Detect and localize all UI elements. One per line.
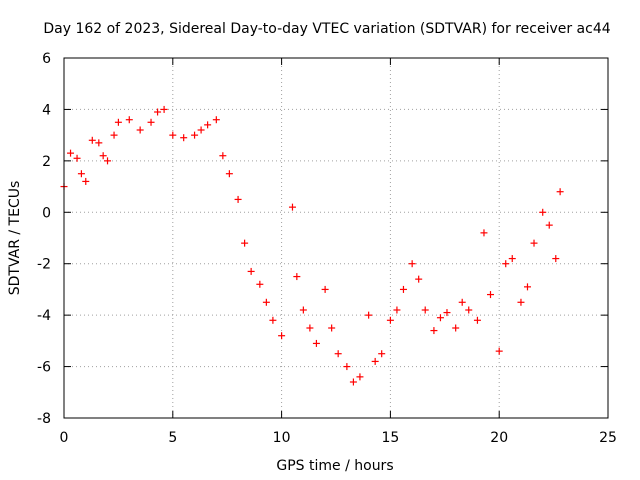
data-point (299, 306, 307, 314)
data-point (443, 309, 451, 317)
data-point (160, 105, 168, 113)
data-point (452, 324, 460, 332)
data-point (552, 255, 560, 263)
data-point (508, 255, 516, 263)
data-point (486, 291, 494, 299)
data-point (430, 327, 438, 335)
data-series-sdtvar (60, 105, 564, 386)
data-point (67, 149, 75, 157)
x-tick-label: 20 (490, 430, 508, 446)
data-point (306, 324, 314, 332)
data-point (82, 177, 90, 185)
data-point (154, 108, 162, 116)
y-tick-label: 0 (42, 205, 51, 221)
data-point (517, 298, 525, 306)
data-point (371, 357, 379, 365)
data-point (191, 131, 199, 139)
data-point (77, 170, 85, 178)
y-tick-label: 4 (42, 102, 51, 118)
data-point (328, 324, 336, 332)
data-point (204, 121, 212, 129)
axis-ticks (63, 57, 609, 419)
y-tick-label: 2 (42, 154, 51, 170)
data-point (88, 136, 96, 144)
y-axis-label: SDTVAR / TECUs (7, 181, 23, 296)
data-point (458, 298, 466, 306)
data-point (247, 267, 255, 275)
data-point (393, 306, 401, 314)
data-point (386, 316, 394, 324)
data-point (293, 273, 301, 281)
data-point (219, 152, 227, 160)
data-point (147, 118, 155, 126)
data-point (545, 221, 553, 229)
data-point (95, 139, 103, 147)
data-point (225, 170, 233, 178)
data-point (110, 131, 118, 139)
data-point (288, 203, 296, 211)
data-point (365, 311, 373, 319)
data-point (99, 152, 107, 160)
data-point (378, 350, 386, 358)
data-point (73, 154, 81, 162)
data-point (502, 260, 510, 268)
data-point (104, 157, 112, 165)
data-point (241, 239, 249, 247)
data-point (269, 316, 277, 324)
data-point (523, 283, 531, 291)
data-point (349, 378, 357, 386)
data-point (262, 298, 270, 306)
data-point (180, 134, 188, 142)
x-tick-label: 10 (273, 430, 291, 446)
y-tick-label: -4 (37, 308, 51, 324)
data-point (465, 306, 473, 314)
data-point (197, 126, 205, 134)
data-point (125, 116, 133, 124)
data-point (278, 332, 286, 340)
grid-lines (64, 58, 608, 418)
y-tick-label: -6 (37, 360, 51, 376)
data-point (114, 118, 122, 126)
x-tick-label: 25 (599, 430, 617, 446)
tick-labels: 0 5 10 15 20 25 -8 -6 -4 -2 0 2 4 6 (37, 51, 617, 446)
data-point (421, 306, 429, 314)
data-point (480, 229, 488, 237)
data-point (234, 195, 242, 203)
data-point (473, 316, 481, 324)
data-point (556, 188, 564, 196)
data-point (436, 314, 444, 322)
data-point (539, 208, 547, 216)
y-tick-label: -8 (37, 411, 51, 427)
data-point (169, 131, 177, 139)
x-tick-label: 5 (168, 430, 177, 446)
data-point (256, 280, 264, 288)
data-point (321, 285, 329, 293)
plot-frame (63, 57, 609, 419)
data-point (312, 339, 320, 347)
data-point (343, 363, 351, 371)
data-point (212, 116, 220, 124)
data-point (530, 239, 538, 247)
chart-title: Day 162 of 2023, Sidereal Day-to-day VTE… (43, 21, 610, 37)
x-tick-label: 0 (60, 430, 69, 446)
y-tick-label: 6 (42, 51, 51, 67)
data-point (136, 126, 144, 134)
data-point (415, 275, 423, 283)
data-point (334, 350, 342, 358)
data-point (399, 285, 407, 293)
x-axis-label: GPS time / hours (276, 458, 393, 474)
data-point (408, 260, 416, 268)
data-point (495, 347, 503, 355)
y-tick-label: -2 (37, 257, 51, 273)
data-point (356, 373, 364, 381)
x-tick-label: 15 (381, 430, 399, 446)
